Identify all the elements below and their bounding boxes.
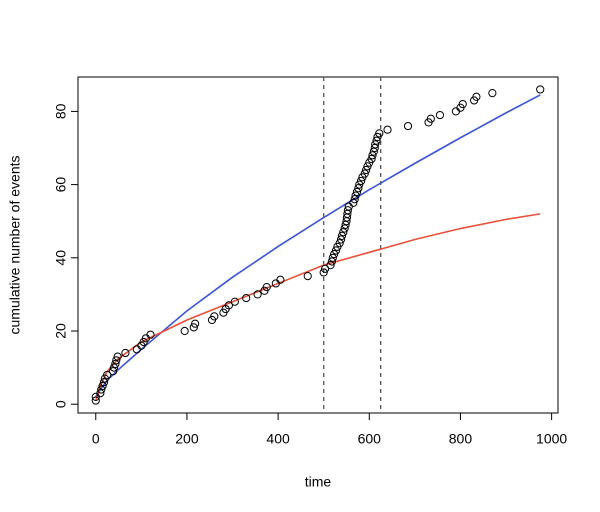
data-point — [98, 381, 107, 391]
fitted-curve — [95, 94, 541, 398]
data-point — [354, 184, 363, 193]
data-point — [403, 121, 413, 131]
data-point — [370, 143, 379, 153]
y-tick-label: 20 — [53, 323, 69, 339]
data-point — [472, 92, 481, 101]
data-point — [340, 224, 349, 233]
data-point — [360, 169, 369, 178]
data-point — [488, 89, 497, 98]
data-point — [336, 235, 346, 244]
data-point — [361, 165, 371, 175]
x-tick-label: 600 — [358, 431, 382, 447]
plot-frame — [77, 76, 559, 414]
data-point — [368, 151, 377, 160]
data-point — [372, 136, 381, 145]
fitted-curve — [95, 213, 541, 401]
data-point — [343, 206, 352, 215]
data-point — [331, 246, 341, 255]
data-point — [352, 187, 362, 197]
data-point — [371, 140, 380, 149]
x-tick-label: 800 — [449, 431, 473, 447]
y-tick-label: 40 — [53, 250, 69, 266]
data-point — [326, 261, 335, 270]
data-point — [327, 257, 337, 266]
data-point — [303, 272, 312, 281]
data-point — [458, 99, 467, 109]
data-point — [276, 275, 285, 284]
data-point — [146, 330, 155, 339]
data-point — [112, 356, 121, 365]
data-point — [242, 293, 251, 303]
data-point — [367, 154, 376, 164]
data-point — [536, 85, 545, 94]
y-tick-label: 60 — [53, 177, 69, 193]
y-tick-label: 80 — [53, 103, 69, 119]
x-tick-label: 0 — [92, 431, 100, 447]
data-point — [328, 253, 337, 262]
data-point — [375, 129, 384, 138]
x-tick-label: 400 — [266, 431, 290, 447]
data-point — [356, 176, 366, 186]
data-point — [121, 348, 130, 358]
data-point — [180, 326, 189, 336]
data-point — [109, 363, 119, 372]
data-point — [97, 385, 106, 394]
data-point — [96, 389, 105, 398]
data-point — [351, 191, 360, 200]
data-point — [113, 352, 122, 361]
data-point — [111, 359, 120, 369]
x-tick-label: 1000 — [536, 431, 567, 447]
data-point — [210, 312, 219, 321]
data-point — [335, 239, 344, 248]
x-axis-title: time — [305, 474, 332, 490]
data-point — [99, 378, 109, 387]
data-point — [224, 301, 233, 310]
data-point — [339, 228, 348, 237]
data-point — [350, 195, 359, 204]
data-point — [435, 110, 445, 120]
data-point — [91, 396, 100, 405]
data-point — [320, 264, 330, 273]
data-point — [108, 367, 118, 376]
y-axis-title: cumulative number of events — [7, 156, 23, 335]
data-point — [337, 231, 347, 240]
data-point — [191, 319, 200, 328]
data-point — [319, 268, 328, 277]
data-point — [230, 297, 239, 306]
data-point — [253, 290, 262, 299]
y-tick-label: 0 — [53, 400, 69, 408]
data-point — [103, 370, 112, 380]
data-point — [426, 114, 435, 123]
x-tick-label: 200 — [175, 431, 199, 447]
data-point — [349, 198, 358, 208]
data-point — [262, 282, 271, 292]
data-point — [189, 323, 198, 332]
data-point — [383, 125, 392, 134]
